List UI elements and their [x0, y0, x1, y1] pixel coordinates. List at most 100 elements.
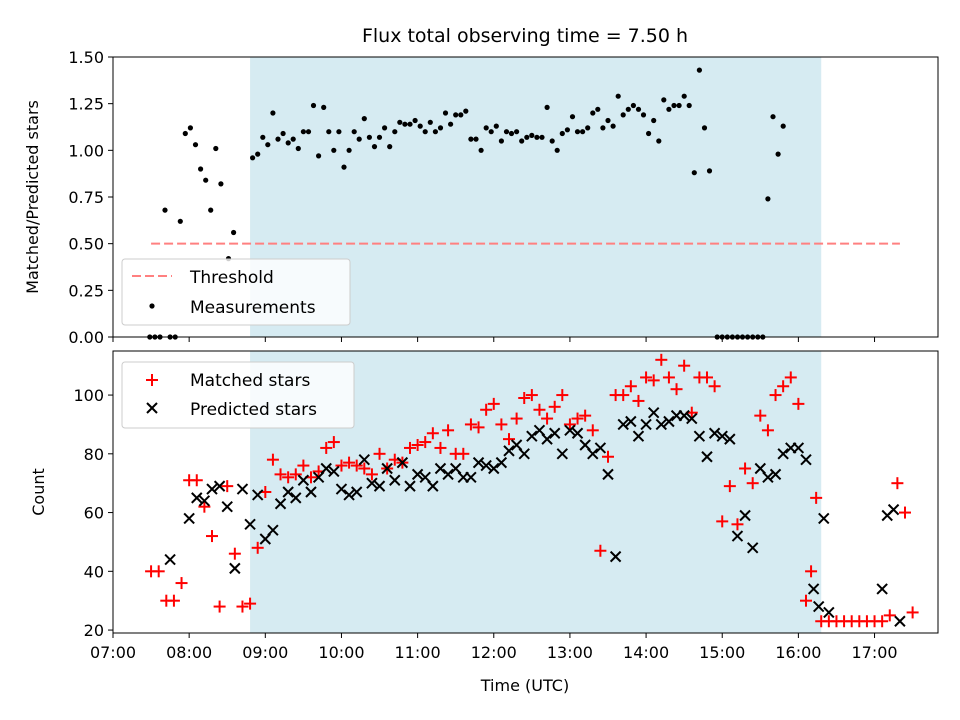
- measurement-point: [331, 147, 337, 153]
- top-y-axis-label: Matched/Predicted stars: [23, 100, 42, 294]
- matched-star-point: [662, 371, 675, 384]
- measurement-point: [681, 93, 687, 99]
- x-tick-label: 16:00: [775, 643, 821, 662]
- predicted-star-point: [213, 480, 226, 492]
- predicted-star-point: [556, 448, 569, 460]
- measurement-point: [635, 106, 642, 112]
- top-panel: 0.00 0.25 0.50 0.75 1.00 1.25 1.50 Matched/Pre…: [23, 48, 939, 347]
- measurement-point: [580, 129, 586, 135]
- predicted-star-point: [518, 448, 530, 460]
- predicted-star-point: [164, 553, 176, 566]
- matched-star-point: [266, 453, 279, 466]
- matched-star-point: [617, 389, 630, 402]
- measurement-point: [473, 136, 479, 142]
- matched-star-point: [327, 436, 340, 449]
- measurement-point: [615, 93, 621, 99]
- top-legend: Threshold Measurements: [121, 258, 351, 326]
- predicted-star-point: [792, 442, 805, 454]
- measurement-point: [250, 155, 256, 161]
- predicted-star-point: [229, 562, 241, 575]
- measurement-point: [305, 129, 312, 135]
- predicted-star-point: [655, 418, 668, 431]
- bottom-y-tick-label: 80: [84, 445, 104, 464]
- matched-star-point: [769, 389, 782, 402]
- matched-star-point: [221, 480, 234, 493]
- measurement-point: [453, 112, 459, 118]
- measurement-point: [260, 134, 266, 140]
- measurement-point: [706, 168, 713, 174]
- measurement-point: [661, 97, 667, 103]
- matched-star-point: [411, 439, 424, 451]
- measurement-point: [651, 117, 657, 124]
- matched-star-point: [228, 547, 241, 560]
- predicted-star-point: [358, 453, 371, 466]
- measurement-point: [595, 106, 601, 112]
- predicted-star-point: [800, 453, 812, 466]
- matched-star-point: [480, 403, 493, 416]
- top-y-tick-label: 0.50: [68, 235, 104, 254]
- bottom-y-tick-label: 60: [84, 504, 104, 523]
- predicted-star-point: [198, 495, 211, 507]
- predicted-star-point: [526, 430, 538, 442]
- matched-star-point: [805, 565, 818, 578]
- predicted-star-point: [183, 512, 195, 525]
- predicted-star-point: [716, 430, 728, 442]
- measurement-point: [488, 129, 494, 135]
- matched-star-point: [784, 371, 797, 384]
- measurement-point: [696, 67, 703, 73]
- measurement-point: [427, 119, 433, 125]
- measurement-point: [397, 119, 403, 125]
- measurement-point: [508, 130, 515, 137]
- predicted-star-point: [320, 462, 332, 475]
- predicted-star-point: [693, 430, 706, 442]
- matched-star-point: [723, 480, 736, 493]
- measurement-point: [265, 142, 271, 148]
- matched-star-point: [594, 544, 607, 557]
- predicted-star-point: [297, 474, 310, 486]
- matched-star-point: [289, 468, 302, 481]
- predicted-star-point: [404, 480, 416, 492]
- matched-star-point: [548, 400, 561, 413]
- bottom-legend: Matched stars Predicted stars: [121, 361, 355, 429]
- matched-star-point: [810, 491, 823, 504]
- legend-measurements-label: Measurements: [190, 298, 316, 318]
- measurement-point: [417, 123, 423, 129]
- x-tick-label: 14:00: [623, 643, 669, 662]
- measurement-point: [549, 138, 555, 144]
- measurement-points: [147, 67, 786, 340]
- measurement-point: [270, 110, 276, 116]
- matched-star-point: [457, 447, 470, 460]
- x-tick-label: 10:00: [318, 643, 364, 662]
- measurement-point: [463, 108, 469, 114]
- legend-matched-label: Matched stars: [190, 371, 310, 391]
- legend-threshold-label: Threshold: [189, 268, 274, 288]
- predicted-star-point: [191, 492, 203, 504]
- predicted-star-point: [206, 483, 218, 495]
- matched-star-point: [464, 418, 477, 431]
- matched-star-point: [190, 474, 203, 487]
- matched-star-point: [152, 565, 165, 578]
- matched-star-point: [716, 515, 729, 528]
- x-tick-label: 07:00: [90, 643, 136, 662]
- measurement-point: [218, 181, 224, 187]
- measurement-point: [691, 170, 697, 176]
- matched-star-point: [297, 459, 310, 472]
- predicted-star-point: [427, 480, 439, 492]
- matched-star-point: [358, 462, 371, 475]
- measurement-point: [448, 121, 454, 127]
- top-y-tick-label: 1.25: [68, 95, 104, 114]
- measurement-point: [213, 145, 219, 152]
- measurement-point: [162, 207, 168, 213]
- matched-star-point: [777, 380, 790, 393]
- matched-star-point: [556, 389, 569, 402]
- bottom-y-axis-label: Count: [29, 468, 48, 516]
- predicted-star-point: [617, 418, 629, 431]
- predicted-star-point: [587, 448, 599, 460]
- predicted-star-point: [663, 415, 675, 428]
- matched-star-point: [541, 412, 554, 425]
- matched-star-point: [876, 615, 889, 628]
- predicted-star-point: [411, 468, 424, 481]
- predicted-points: [164, 406, 906, 627]
- matched-star-point: [708, 380, 721, 393]
